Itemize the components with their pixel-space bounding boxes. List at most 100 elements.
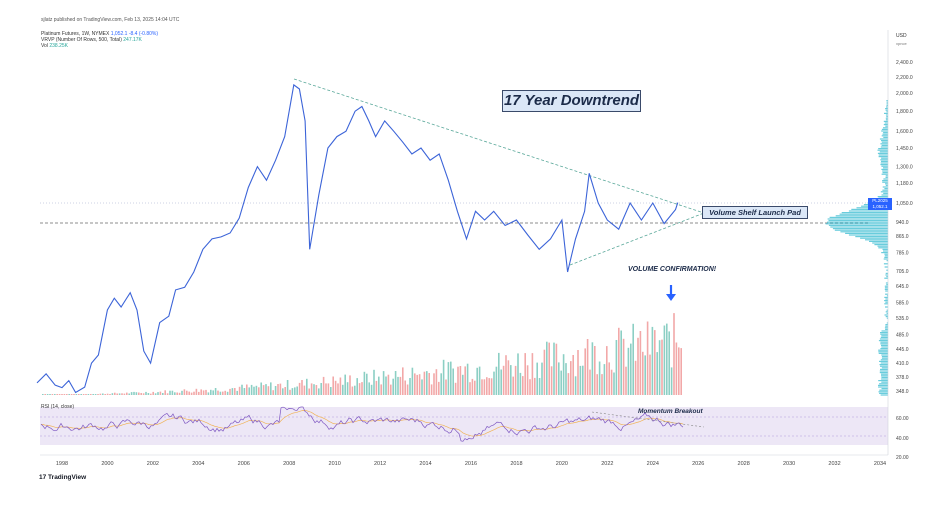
- vrvp-row: [828, 224, 888, 226]
- volume-bar: [637, 337, 639, 395]
- volume-bar: [241, 384, 243, 395]
- vrvp-row: [881, 141, 888, 143]
- y-tick-label: 1,050.0: [896, 201, 913, 207]
- vrvp-row: [884, 188, 888, 190]
- vrvp-row: [886, 312, 888, 314]
- volume-bar: [159, 391, 162, 395]
- vrvp-row: [880, 162, 888, 164]
- vrvp-row: [881, 381, 888, 383]
- x-tick-label: 2022: [601, 461, 613, 467]
- vrvp-row: [882, 133, 888, 135]
- vol-line: Vol 238.25K: [41, 43, 68, 49]
- vrvp-row: [879, 372, 888, 374]
- volume-bar: [109, 394, 111, 395]
- y-tick-label: 2,000.0: [896, 91, 913, 97]
- symbol-name: Platinum Futures, 1W, NYMEX: [41, 31, 110, 37]
- volume-bar: [579, 365, 582, 395]
- volume-bar: [253, 386, 255, 395]
- vrvp-row: [880, 368, 888, 370]
- volume-bar: [375, 380, 378, 395]
- vrvp-row: [878, 156, 888, 158]
- volume-bar: [44, 394, 46, 395]
- x-tick-label: 2006: [238, 461, 250, 467]
- vrvp-row: [880, 359, 888, 361]
- vrvp-row: [886, 317, 888, 319]
- volume-bar: [370, 384, 373, 395]
- volume-bar: [562, 354, 565, 395]
- vrvp-row: [827, 218, 888, 220]
- volume-bar: [464, 366, 466, 395]
- volume-bar: [394, 371, 397, 395]
- volume-bar: [514, 365, 517, 395]
- volume-bar: [294, 387, 296, 395]
- volume-bar: [634, 360, 637, 395]
- x-tick-label: 2004: [192, 461, 204, 467]
- volume-bar: [226, 391, 229, 395]
- volume-bar: [577, 350, 579, 395]
- vrvp-row: [881, 128, 888, 130]
- volume-bar: [284, 387, 286, 395]
- volume-bar: [493, 371, 495, 395]
- volume-bar: [512, 376, 514, 395]
- vrvp-row: [881, 376, 888, 378]
- volume-bar: [296, 386, 298, 395]
- y-tick-label: 2,200.0: [896, 75, 913, 81]
- volume-bar: [454, 382, 457, 395]
- volume-bar: [342, 384, 344, 395]
- vrvp-row: [883, 136, 888, 138]
- volume-bar: [330, 387, 332, 395]
- vrvp-row: [885, 272, 888, 274]
- symbol-line: Platinum Futures, 1W, NYMEX 1,052.1 -8.4…: [41, 31, 158, 37]
- volume-bar: [344, 374, 346, 395]
- vrvp-row: [878, 384, 888, 386]
- y-tick-label: 1,600.0: [896, 129, 913, 135]
- vrvp-row: [884, 303, 888, 305]
- volume-bar: [162, 393, 164, 395]
- y-tick-label: 785.0: [896, 250, 909, 256]
- volume-bar: [406, 384, 409, 395]
- volume-bar: [87, 394, 90, 395]
- volume-bar: [606, 346, 608, 395]
- x-tick-label: 2014: [419, 461, 431, 467]
- vrvp-row: [881, 335, 888, 337]
- volume-bar: [613, 372, 615, 395]
- vrvp-row: [886, 104, 888, 106]
- vrvp-row: [884, 327, 888, 329]
- volume-bar: [596, 374, 598, 395]
- volume-bar: [610, 369, 613, 395]
- volume-bar: [246, 384, 248, 395]
- vrvp-row: [877, 245, 888, 247]
- volume-bar: [106, 393, 109, 395]
- rsi-band: [40, 407, 888, 445]
- volume-bar: [198, 391, 200, 395]
- vrvp-row: [885, 119, 888, 121]
- volume-bar: [426, 371, 428, 395]
- volume-bar: [558, 362, 560, 395]
- volume-bar: [678, 347, 680, 395]
- vrvp-row: [881, 388, 888, 390]
- vrvp-row: [883, 192, 888, 194]
- y-tick-label: 1,800.0: [896, 109, 913, 115]
- volume-bar: [591, 342, 594, 395]
- vrvp-row: [879, 364, 888, 366]
- volume-bar: [675, 342, 678, 395]
- volume-bar: [440, 373, 442, 395]
- vrvp-row: [884, 253, 888, 255]
- volume-bar: [349, 375, 351, 395]
- momentum-breakout-label: Momentum Breakout: [638, 408, 703, 415]
- y-tick-label: 535.0: [896, 316, 909, 322]
- x-tick-label: 2010: [329, 461, 341, 467]
- vrvp-row: [878, 351, 888, 353]
- volume-bar: [409, 378, 411, 395]
- volume-bar: [171, 390, 174, 395]
- volume-bar: [368, 382, 370, 395]
- volume-bar: [265, 384, 267, 395]
- vrvp-row: [879, 338, 888, 340]
- volume-bar: [490, 378, 493, 395]
- tv-icon: 17: [39, 474, 47, 481]
- volume-bar: [430, 384, 433, 395]
- vrvp-row: [886, 322, 888, 324]
- volume-bar: [603, 364, 606, 395]
- vrvp-row: [880, 365, 888, 367]
